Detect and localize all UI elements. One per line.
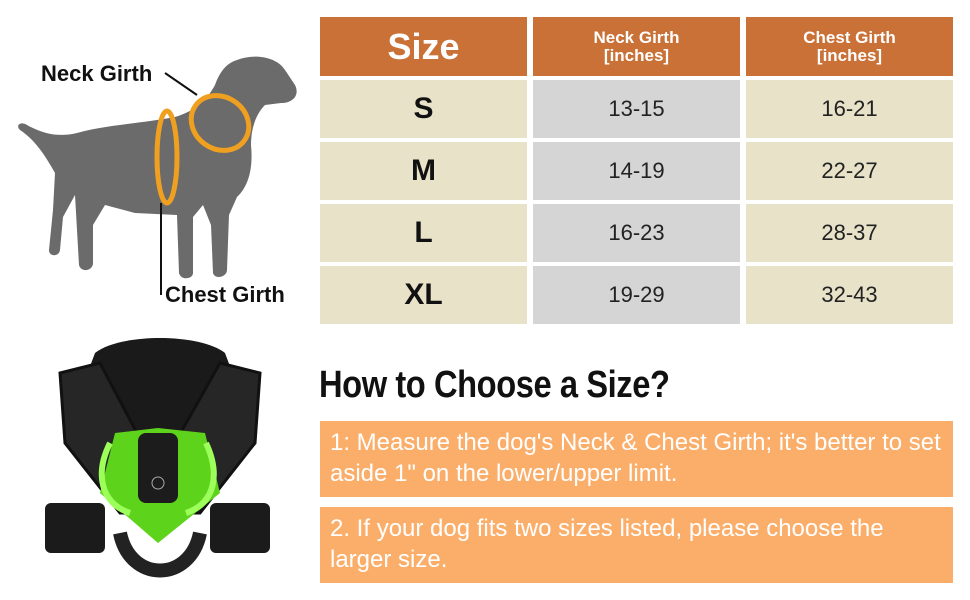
chest-girth-ring <box>154 108 180 206</box>
header-chest-girth: Chest Girth [inches] <box>746 17 953 76</box>
size-cell: XL <box>320 266 527 324</box>
size-cell: L <box>320 204 527 262</box>
neck-cell: 13-15 <box>533 80 740 138</box>
tip-2: 2. If your dog fits two sizes listed, pl… <box>320 507 953 583</box>
chest-cell: 16-21 <box>746 80 953 138</box>
header-chest-line2: [inches] <box>816 45 883 65</box>
neck-cell: 16-23 <box>533 204 740 262</box>
neck-cell: 14-19 <box>533 142 740 200</box>
harness-product-image <box>45 338 270 578</box>
neck-pointer-line <box>164 72 198 96</box>
neck-girth-label: Neck Girth <box>41 61 153 86</box>
guide-title: How to Choose a Size? <box>319 364 670 406</box>
header-chest-line1: Chest Girth <box>803 27 896 47</box>
dog-silhouette-diagram <box>18 56 297 295</box>
neck-cell: 19-29 <box>533 266 740 324</box>
header-neck-line2: [inches] <box>603 45 670 65</box>
chest-cell: 22-27 <box>746 142 953 200</box>
chest-girth-label: Chest Girth <box>165 282 285 307</box>
chest-cell: 28-37 <box>746 204 953 262</box>
tip-1: 1: Measure the dog's Neck & Chest Girth;… <box>320 421 953 497</box>
neck-girth-ring <box>188 93 252 153</box>
size-cell: M <box>320 142 527 200</box>
header-neck-line1: Neck Girth <box>593 27 680 47</box>
header-size: Size <box>320 17 527 76</box>
size-cell: S <box>320 80 527 138</box>
chest-cell: 32-43 <box>746 266 953 324</box>
header-neck-girth: Neck Girth [inches] <box>533 17 740 76</box>
